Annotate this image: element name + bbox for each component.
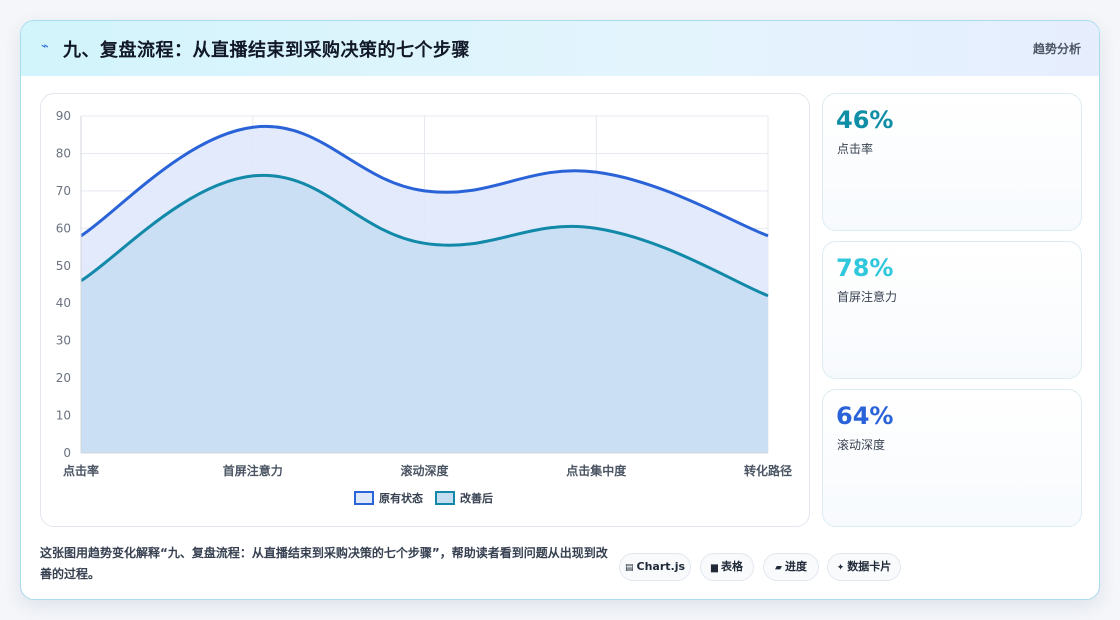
sparkle-icon: ✦ [836,563,845,573]
y-tick-label: 0 [63,446,71,460]
card-header: ⌁ 九、复盘流程：从直播结束到采购决策的七个步骤 趋势分析 [21,21,1099,76]
chart-icon: ▤ [624,563,634,573]
y-tick-label: 20 [56,371,71,385]
data-card-pill[interactable]: ✦ 数据卡片 [827,553,901,581]
stat-label: 点击率 [837,142,874,156]
stat-card-click-rate: 46% 点击率 [822,93,1082,231]
chart-description: 这张图用趋势变化解释“九、复盘流程：从直播结束到采购决策的七个步骤”，帮助读者看… [40,546,608,581]
legend-swatch [435,491,455,505]
area-chart: 0 10 20 30 40 50 60 70 80 90 点击率 首屏注意力 滚动深度 点击集中度 转化路径… [56,109,792,505]
x-tick-label: 滚动深度 [400,463,449,478]
pill-label: 数据卡片 [847,560,892,573]
lightning-icon: ⌁ [41,39,49,54]
series-line-1 [80,124,769,238]
series-area-2 [81,175,768,453]
pill-label: Chart.js [636,560,686,573]
x-tick-label: 首屏注意力 [223,463,283,478]
stat-card-scroll-depth: 64% 滚动深度 [822,389,1082,527]
chartjs-pill[interactable]: ▤ Chart.js [619,553,691,581]
legend-label: 原有状态 [379,491,423,505]
progress-icon: ▰ [775,563,782,573]
x-tick-label: 点击率 [63,463,99,478]
stat-card-first-screen-attention: 78% 首屏注意力 [822,241,1082,379]
stat-value: 78% [836,254,894,282]
y-tick-label: 30 [56,334,71,348]
y-tick-label: 50 [56,259,71,273]
chart-panel: 0 10 20 30 40 50 60 70 80 90 点击率 首屏注意力 滚动深度 点击集中度 转化路径… [40,93,810,527]
series-line-2 [80,173,769,298]
stat-label: 首屏注意力 [837,290,898,304]
stat-value: 64% [836,402,894,430]
y-tick-label: 80 [56,146,71,160]
legend-label: 改善后 [460,491,493,505]
y-tick-label: 10 [56,409,71,423]
x-tick-label: 点击集中度 [566,463,627,478]
stat-label: 滚动深度 [837,438,886,452]
y-tick-label: 70 [56,184,71,198]
table-pill[interactable]: ▆ 表格 [700,553,754,581]
pill-label: 进度 [784,560,807,573]
y-tick-label: 40 [56,296,71,310]
progress-pill[interactable]: ▰ 进度 [763,553,819,581]
y-tick-label: 60 [56,221,71,235]
page-title: 九、复盘流程：从直播结束到采购决策的七个步骤 [63,40,470,61]
stat-value: 46% [836,106,894,134]
table-icon: ▆ [711,563,718,573]
report-card: ⌁ 九、复盘流程：从直播结束到采购决策的七个步骤 趋势分析 0 10 20 30 40 5… [20,20,1100,600]
x-tick-label: 转化路径 [744,463,792,478]
header-tag: 趋势分析 [1032,42,1081,56]
legend-swatch [354,491,374,505]
y-tick-label: 90 [56,109,71,123]
pill-label: 表格 [720,560,743,573]
